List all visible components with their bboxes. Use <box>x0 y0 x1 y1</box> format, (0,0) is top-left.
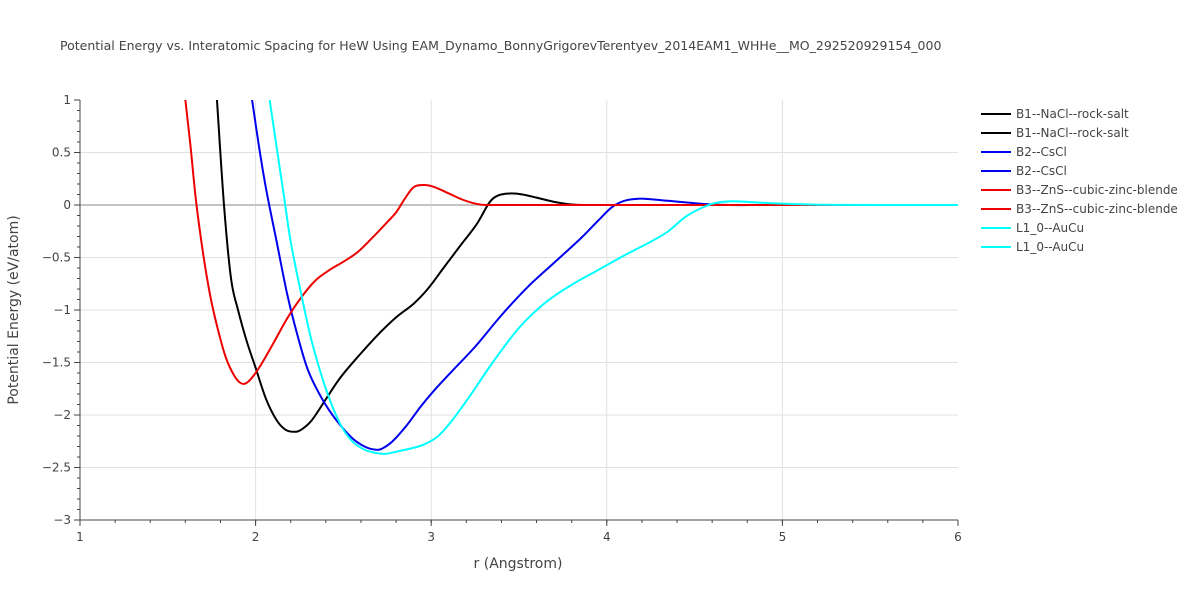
y-tick-label: −1 <box>53 303 71 317</box>
y-tick-label: 0.5 <box>52 146 71 160</box>
x-tick-label: 1 <box>76 530 84 544</box>
legend-label: L1_0--AuCu <box>1016 221 1084 235</box>
legend-label: B1--NaCl--rock-salt <box>1016 126 1129 140</box>
legend-label: B3--ZnS--cubic-zinc-blende <box>1016 183 1178 197</box>
x-tick-label: 4 <box>603 530 611 544</box>
legend-item: B3--ZnS--cubic-zinc-blende <box>981 183 1178 197</box>
legend-item: B1--NaCl--rock-salt <box>981 126 1129 140</box>
legend: B1--NaCl--rock-salt B1--NaCl--rock-salt B2… <box>981 107 1178 254</box>
legend-item: B2--CsCl <box>981 164 1067 178</box>
x-axis-ticks: 1 2 3 4 5 6 <box>76 520 962 544</box>
legend-item: L1_0--AuCu <box>981 240 1084 254</box>
x-axis-title: r (Angstrom) <box>474 556 563 572</box>
y-tick-label: −1.5 <box>42 356 71 370</box>
y-tick-label: 0 <box>63 198 71 212</box>
legend-label: B2--CsCl <box>1016 145 1067 159</box>
plot-area <box>184 100 958 455</box>
series-line-7 <box>268 100 958 455</box>
x-tick-label: 6 <box>954 530 962 544</box>
y-tick-label: −0.5 <box>42 251 71 265</box>
legend-label: B2--CsCl <box>1016 164 1067 178</box>
legend-label: B3--ZnS--cubic-zinc-blende <box>1016 202 1178 216</box>
legend-item: B2--CsCl <box>981 145 1067 159</box>
x-tick-label: 2 <box>252 530 260 544</box>
chart-title: Potential Energy vs. Interatomic Spacing… <box>60 38 941 53</box>
legend-label: L1_0--AuCu <box>1016 240 1084 254</box>
legend-item: L1_0--AuCu <box>981 221 1084 235</box>
x-tick-label: 3 <box>427 530 435 544</box>
y-axis-title: Potential Energy (eV/atom) <box>6 215 22 404</box>
x-tick-label: 5 <box>779 530 787 544</box>
legend-label: B1--NaCl--rock-salt <box>1016 107 1129 121</box>
series-line-3 <box>251 100 958 451</box>
y-tick-label: −2.5 <box>42 461 71 475</box>
legend-item: B1--NaCl--rock-salt <box>981 107 1129 121</box>
y-tick-label: −3 <box>53 513 71 527</box>
y-tick-label: 1 <box>63 93 71 107</box>
y-axis-ticks: 1 0.5 0 −0.5 −1 −1.5 −2 −2.5 −3 <box>42 93 80 527</box>
y-tick-label: −2 <box>53 408 71 422</box>
legend-item: B3--ZnS--cubic-zinc-blende <box>981 202 1178 216</box>
